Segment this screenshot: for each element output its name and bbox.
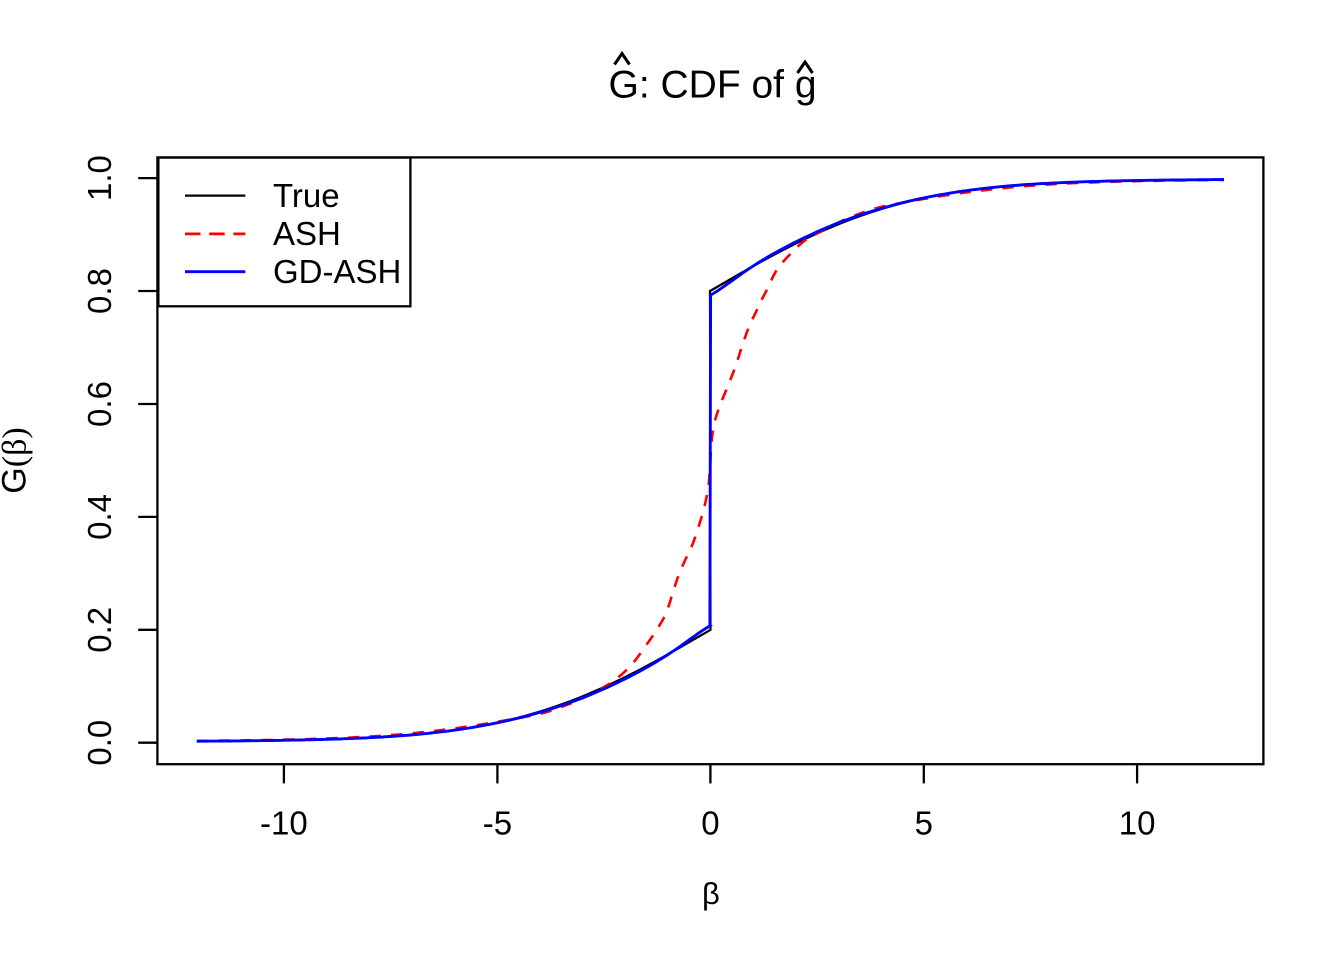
svg-text:-5: -5 <box>483 805 512 842</box>
svg-text:0.6: 0.6 <box>81 381 118 427</box>
svg-text:0.4: 0.4 <box>81 494 118 540</box>
svg-text:10: 10 <box>1119 805 1156 842</box>
svg-text:G: CDF of g: G: CDF of g <box>609 64 817 107</box>
svg-text:GD-ASH: GD-ASH <box>273 253 401 290</box>
svg-text:β: β <box>702 876 720 911</box>
svg-text:0.0: 0.0 <box>81 720 118 766</box>
svg-text:1.0: 1.0 <box>81 155 118 201</box>
svg-text:0.2: 0.2 <box>81 607 118 653</box>
svg-text:0.8: 0.8 <box>81 268 118 314</box>
svg-text:G(β): G(β) <box>0 427 34 493</box>
svg-text:True: True <box>273 177 340 214</box>
svg-text:5: 5 <box>915 805 933 842</box>
svg-text:ASH: ASH <box>273 215 341 252</box>
svg-text:0: 0 <box>701 805 719 842</box>
svg-text:-10: -10 <box>260 805 308 842</box>
